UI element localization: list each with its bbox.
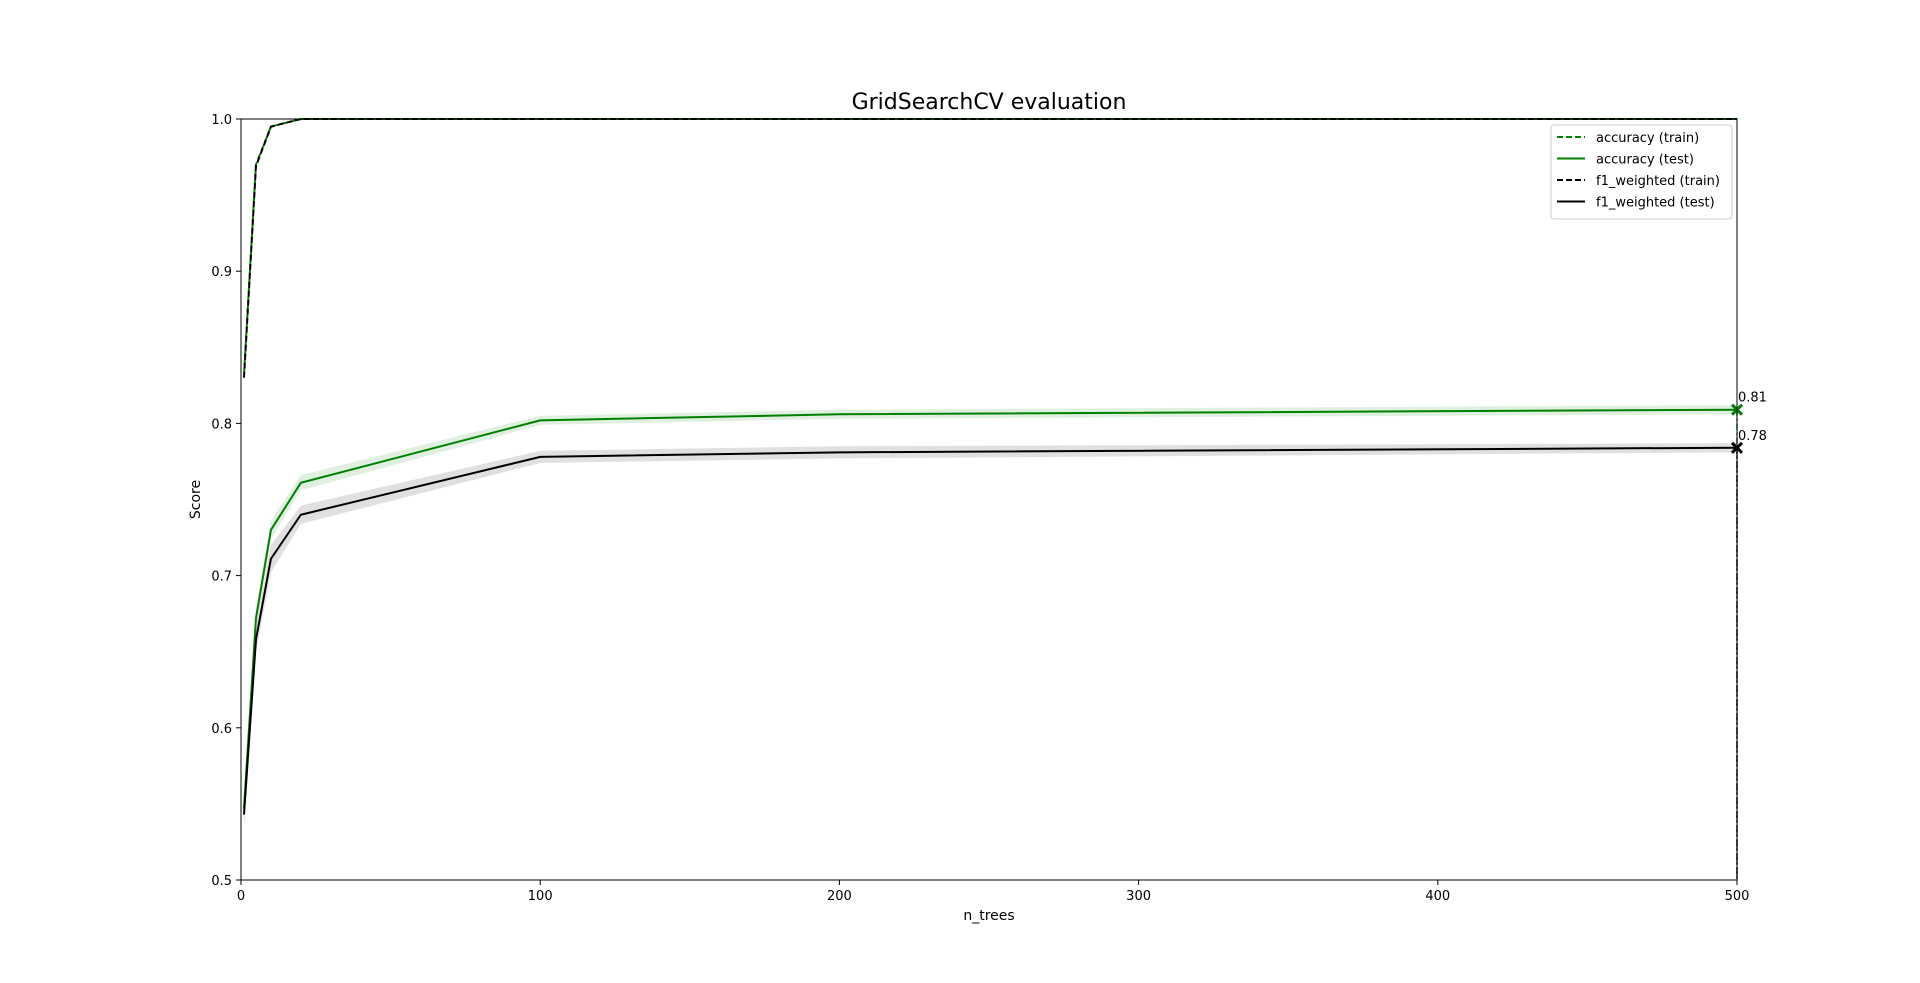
legend-box xyxy=(1550,124,1733,220)
x-tick-label: 200 xyxy=(827,889,852,904)
legend-label-3: f1_weighted (test) xyxy=(1596,196,1715,211)
chart-title: GridSearchCV evaluation xyxy=(852,90,1127,115)
x-tick-label: 300 xyxy=(1126,889,1151,904)
y-tick-label: 0.9 xyxy=(211,265,232,280)
best-marker-label-0: 0.81 xyxy=(1738,391,1767,406)
legend-label-2: f1_weighted (train) xyxy=(1596,174,1720,189)
x-axis-label: n_trees xyxy=(963,908,1014,924)
legend: accuracy (train) accuracy (test) f1_weight… xyxy=(1550,124,1733,220)
y-tick-label: 1.0 xyxy=(211,113,232,128)
y-axis-label: Score xyxy=(188,480,204,519)
x-tick-label: 100 xyxy=(528,889,553,904)
legend-label-1: accuracy (test) xyxy=(1596,153,1694,168)
x-tick-label: 0 xyxy=(237,889,245,904)
x-tick-label: 500 xyxy=(1725,889,1750,904)
x-axis: 0 100 200 300 400 500 xyxy=(237,880,1750,904)
x-tick-label: 400 xyxy=(1425,889,1450,904)
y-tick-label: 0.7 xyxy=(211,570,232,585)
y-tick-label: 0.8 xyxy=(211,417,232,432)
legend-label-0: accuracy (train) xyxy=(1596,131,1699,146)
y-tick-label: 0.5 xyxy=(211,874,232,889)
plot-area-frame xyxy=(240,118,1738,881)
y-axis: 0.5 0.6 0.7 0.8 0.9 1.0 xyxy=(211,113,241,889)
best-marker-label-1: 0.78 xyxy=(1738,429,1767,444)
y-tick-label: 0.6 xyxy=(211,722,232,737)
